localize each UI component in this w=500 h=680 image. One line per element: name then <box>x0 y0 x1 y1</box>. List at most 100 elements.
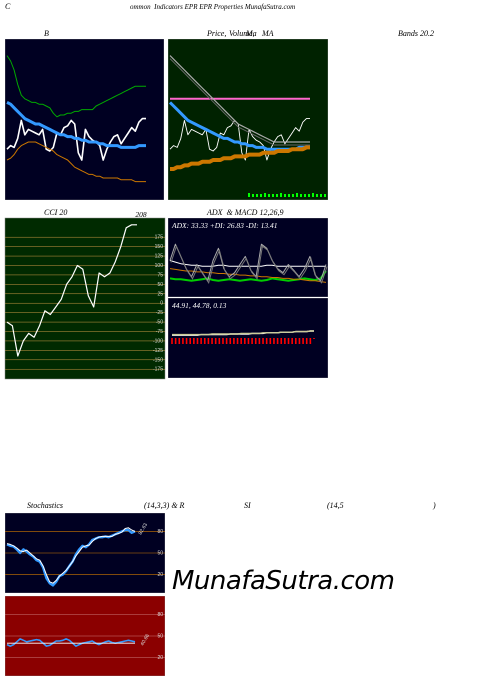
macd-hist-bar <box>178 338 181 344</box>
cci-tick-label: -100 <box>153 338 163 344</box>
macd-readout: 44.91, 44.78, 0.13 <box>172 301 227 310</box>
price-ma-bg <box>168 39 328 200</box>
volume-bar <box>316 194 318 197</box>
cci-tick-label: -25 <box>156 310 163 316</box>
macd-hist-bar <box>200 338 202 344</box>
volume-bar <box>268 194 270 197</box>
macd-hist-bar <box>305 338 308 344</box>
rsi-tick-label: 80 <box>157 612 163 618</box>
macd-hist-bar <box>225 338 228 344</box>
macd-hist-bar <box>309 338 312 344</box>
label-stoch-params: (14,3,3) & R <box>144 501 185 510</box>
cci-line <box>6 224 137 357</box>
macd-hist-bar <box>185 338 188 344</box>
price-ma-price-line <box>169 118 310 161</box>
cci-tick-label: 175 <box>155 235 164 241</box>
macd-hist-bar <box>273 338 275 344</box>
macd-hist-bar <box>265 338 268 344</box>
macd-hist-bar <box>258 338 261 344</box>
price-ma-chart <box>168 39 328 200</box>
macd-hist-bar <box>174 338 177 344</box>
label-ma2: MA <box>262 29 274 38</box>
cci-tick-label: 75 <box>157 272 163 278</box>
rsi-tick-label: 20 <box>157 655 163 661</box>
volume-bar <box>284 194 286 197</box>
label-stochastics: Stochastics <box>27 501 63 510</box>
label-rsi-params: (14,5 <box>327 501 344 510</box>
macd-hist-bar <box>313 338 315 339</box>
macd-hist-bar <box>196 338 199 344</box>
cci-bg <box>4 217 166 380</box>
cci-tick-label: -175 <box>153 367 163 373</box>
macd-hist-bar <box>171 338 173 344</box>
label-cci: CCI 20 <box>44 208 68 217</box>
stoch-last-value: 82.63 <box>138 522 150 536</box>
volume-bar <box>308 194 310 197</box>
volume-bar <box>304 194 306 197</box>
cci-tick-label: 25 <box>157 291 163 297</box>
adx-readout: ADX: 33.33 +DI: 26.83 -DI: 13.41 <box>171 221 277 230</box>
volume-bar <box>292 194 294 197</box>
macd-hist-bar <box>211 338 213 344</box>
price-ma-ma_orange-line <box>170 145 310 171</box>
watermark: MunafaSutra.com <box>172 566 395 596</box>
macd-hist-bar <box>302 338 304 344</box>
cci-tick-label: -150 <box>153 357 163 363</box>
volume-bar <box>260 194 262 197</box>
stoch-tick-label: 80 <box>157 529 163 535</box>
volume-bar <box>280 193 282 197</box>
cci-tick-label: 150 <box>155 244 164 250</box>
cci-tick-label: -125 <box>153 348 163 354</box>
macd-hist-bar <box>203 338 206 344</box>
volume-bar <box>256 194 258 197</box>
macd-signal-line <box>172 330 314 336</box>
header-title: ommon Indicators EPR EPR Properties Muna… <box>130 3 296 11</box>
cci-tick-label: 0 <box>160 301 163 307</box>
macd-hist-bar <box>236 338 239 344</box>
label-price: Price, <box>207 29 227 38</box>
rsi-last-value: 40.66 <box>140 633 152 647</box>
adx-dx2-line <box>170 244 328 285</box>
header-c: C <box>5 2 11 11</box>
volume-bar <box>312 193 314 197</box>
macd-hist-bar <box>214 338 217 344</box>
volume-bar <box>320 194 322 197</box>
macd-hist-bar <box>276 338 279 344</box>
label-volume: Volume, <box>229 29 255 38</box>
price-ma-gray2-line <box>169 58 310 146</box>
cci-tick-label: 125 <box>155 254 164 260</box>
volume-bar <box>324 194 326 197</box>
label-adx: ADX & MACD 12,26,9 <box>207 208 284 217</box>
volume-bar <box>272 194 274 197</box>
price-ma-ma_gray-line <box>169 55 310 143</box>
volume-bar <box>252 194 254 197</box>
bollinger-middle-line <box>6 101 146 149</box>
stochastics-chart: 80 50 20 82.63 <box>5 513 165 593</box>
label-si: SI <box>244 501 251 510</box>
macd-hist-bar <box>284 338 286 344</box>
volume-bar <box>288 194 290 197</box>
volume-bar <box>264 193 266 197</box>
macd-hist-bar <box>254 338 257 344</box>
adx-chart: ADX: 33.33 +DI: 26.83 -DI: 13.41 <box>168 218 328 297</box>
macd-hist-bar <box>229 338 232 344</box>
stoch-tick-label: 20 <box>157 572 163 578</box>
adx-bg <box>168 218 328 297</box>
bollinger-lower-line <box>6 141 146 183</box>
macd-hist-bar <box>233 338 235 344</box>
label-bands: Bands 20.2 <box>398 29 434 38</box>
macd-hist-bar <box>287 338 290 344</box>
rsi-chart: 80 50 20 40.66 <box>5 596 165 676</box>
cci-tick-label: -50 <box>156 320 163 326</box>
macd-hist-bar <box>269 338 272 344</box>
macd-chart: 44.91, 44.78, 0.13 <box>168 298 328 378</box>
stoch-tick-label: 50 <box>157 551 163 557</box>
macd-hist-bar <box>244 338 246 344</box>
macd-hist-bar <box>280 338 283 344</box>
macd-hist-bar <box>193 338 195 344</box>
macd-hist-bar <box>298 338 301 344</box>
macd-hist-bar <box>240 338 242 344</box>
macd-hist-bar <box>207 338 210 344</box>
cci-chart: 175 150 125 100 75 50 25 0 -25 -50 -75 -100 -125 -150… <box>4 210 166 380</box>
label-rsi-close: ) <box>433 501 436 510</box>
